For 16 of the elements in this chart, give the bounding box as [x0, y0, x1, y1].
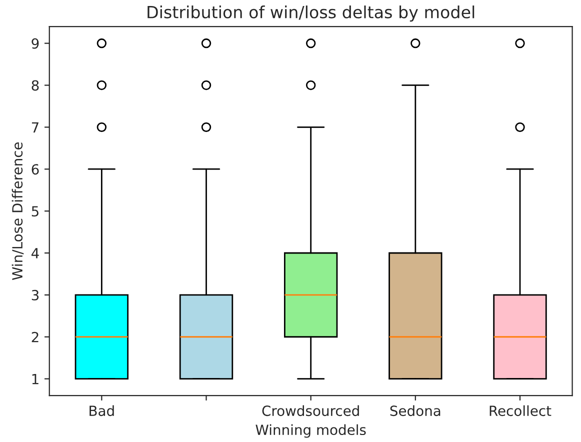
x-tick-label: Recollect: [490, 405, 552, 416]
y-tick-label: 7: [32, 122, 38, 132]
y-tick-label: 2: [32, 332, 38, 342]
y-tick-label: 4: [32, 248, 39, 258]
x-tick-label: Sedona: [390, 405, 440, 416]
y-tick-label: 3: [32, 290, 39, 300]
y-axis-title: Win/Lose Difference: [12, 142, 24, 280]
y-tick-label: 5: [32, 206, 38, 217]
x-axis-title: Winning models: [256, 424, 366, 438]
x-tick-label: Bad: [90, 405, 114, 416]
y-tick-label: 8: [32, 80, 39, 91]
y-tick-label: 1: [32, 374, 38, 384]
x-tick-label: Crowdsourced: [262, 405, 359, 416]
y-tick-label: 9: [32, 38, 39, 49]
y-tick-label: 6: [32, 164, 39, 175]
chart-title: Distribution of win/loss deltas by model: [148, 6, 474, 22]
